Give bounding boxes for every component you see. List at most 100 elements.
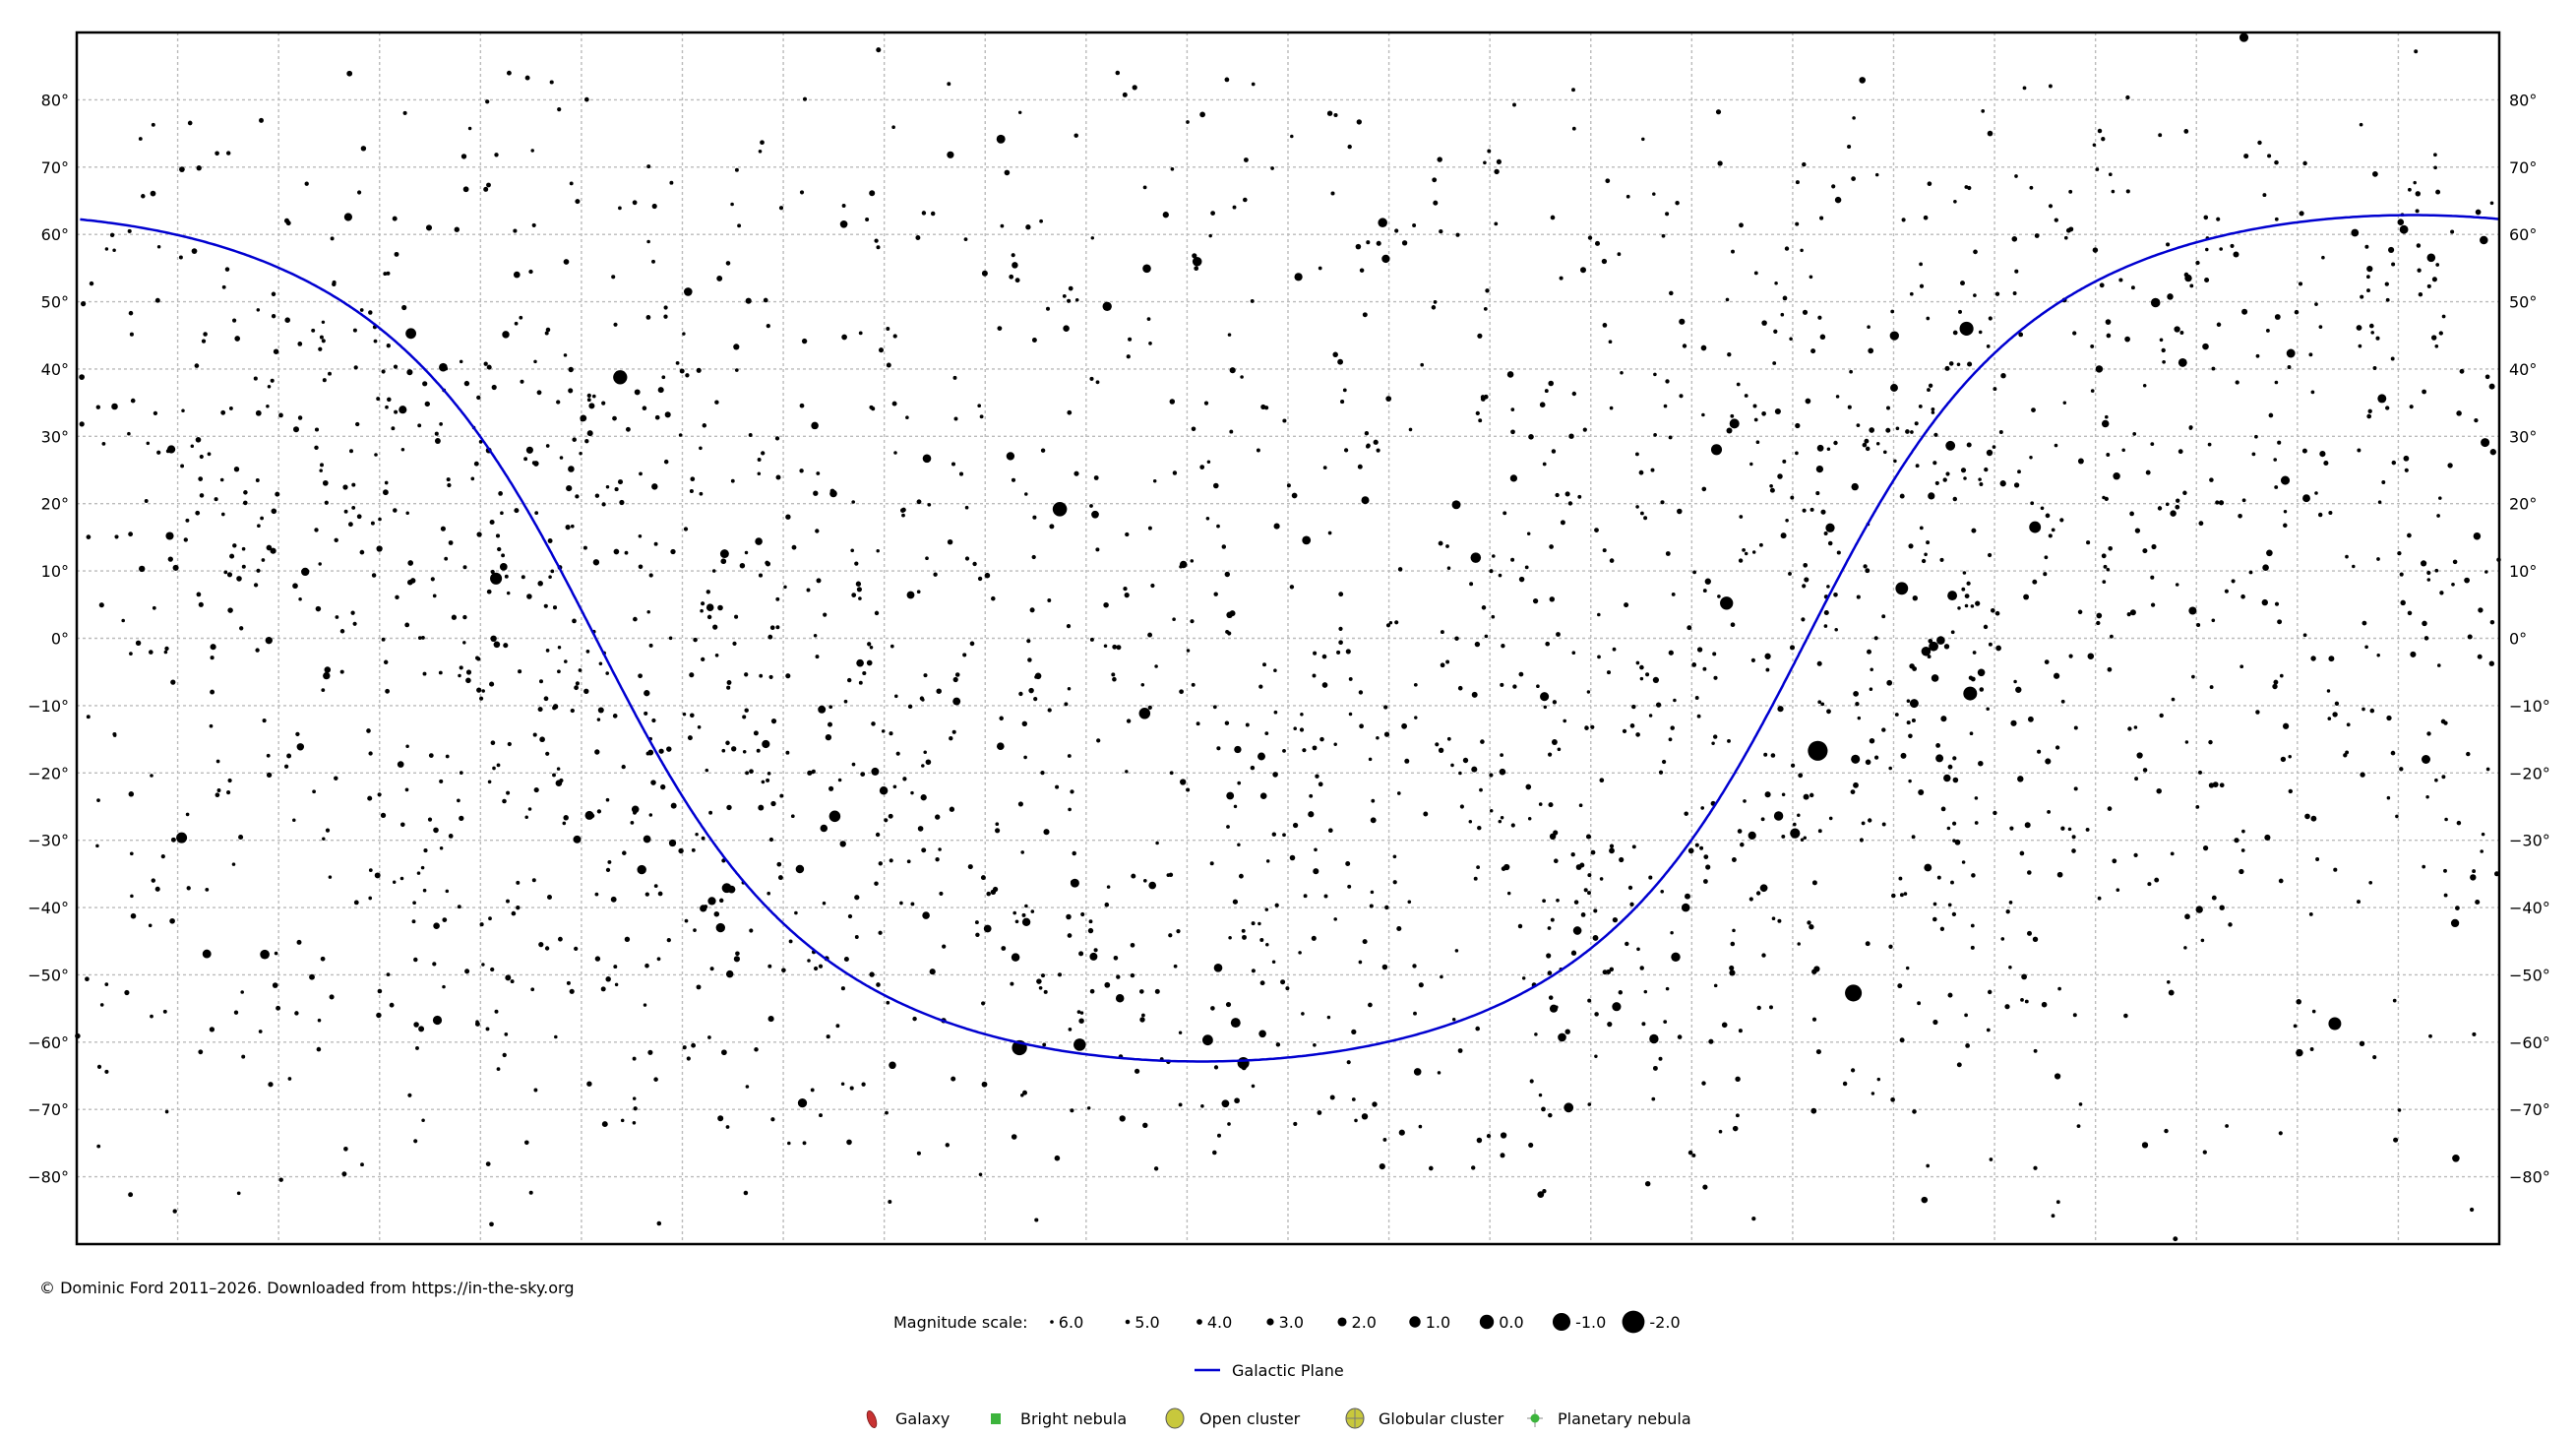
star bbox=[1142, 878, 1147, 883]
star bbox=[374, 872, 381, 879]
star bbox=[352, 621, 357, 626]
star bbox=[1782, 459, 1787, 464]
star bbox=[2076, 1124, 2081, 1129]
star bbox=[524, 75, 530, 81]
star bbox=[2441, 314, 2446, 319]
star bbox=[716, 275, 723, 281]
star bbox=[2388, 246, 2395, 253]
star bbox=[579, 451, 583, 456]
star bbox=[1928, 638, 1933, 644]
star bbox=[266, 753, 271, 758]
star bbox=[1692, 570, 1697, 575]
star bbox=[1095, 380, 1100, 385]
star bbox=[397, 761, 404, 768]
star bbox=[2286, 348, 2296, 358]
star bbox=[2430, 335, 2437, 341]
star bbox=[128, 531, 134, 537]
star bbox=[1660, 889, 1665, 894]
star bbox=[584, 439, 589, 444]
star bbox=[255, 409, 262, 416]
star bbox=[420, 865, 425, 870]
star bbox=[1115, 70, 1121, 76]
star bbox=[1489, 808, 1494, 813]
star bbox=[2011, 236, 2018, 242]
star bbox=[481, 689, 485, 693]
star bbox=[146, 441, 151, 446]
star bbox=[922, 911, 930, 919]
star bbox=[1550, 917, 1555, 922]
star bbox=[770, 800, 776, 807]
star bbox=[1040, 448, 1046, 453]
star bbox=[2045, 513, 2051, 519]
star bbox=[843, 956, 849, 963]
star bbox=[1942, 477, 1947, 482]
star bbox=[1952, 756, 1957, 761]
star bbox=[1870, 667, 1873, 672]
star bbox=[756, 748, 761, 753]
star bbox=[2357, 448, 2361, 453]
star bbox=[444, 366, 449, 371]
star bbox=[2043, 572, 2048, 577]
star bbox=[2040, 506, 2045, 511]
star bbox=[828, 705, 833, 710]
star bbox=[1677, 508, 1683, 515]
star bbox=[568, 366, 574, 373]
star bbox=[1357, 464, 1363, 469]
star bbox=[1687, 625, 1692, 631]
star bbox=[1500, 1132, 1507, 1139]
star bbox=[236, 576, 242, 582]
star bbox=[1537, 1191, 1545, 1198]
magnitude-swatch bbox=[1050, 1320, 1054, 1324]
star bbox=[2051, 528, 2055, 532]
star bbox=[1833, 440, 1838, 446]
star bbox=[1196, 721, 1200, 726]
star bbox=[1238, 873, 1244, 879]
star bbox=[2391, 460, 2397, 466]
star bbox=[1828, 816, 1833, 821]
star bbox=[2073, 725, 2078, 730]
star bbox=[266, 772, 273, 779]
star bbox=[1867, 325, 1871, 329]
star bbox=[1446, 736, 1451, 741]
star bbox=[1643, 989, 1648, 994]
star bbox=[875, 832, 881, 838]
star bbox=[1229, 429, 1234, 434]
star bbox=[783, 585, 787, 590]
star bbox=[1851, 482, 1859, 491]
star bbox=[1859, 77, 1867, 84]
star bbox=[768, 674, 773, 679]
star bbox=[494, 153, 499, 157]
star bbox=[271, 291, 276, 297]
star bbox=[1882, 450, 1887, 455]
star bbox=[409, 578, 416, 584]
star bbox=[869, 405, 874, 409]
star bbox=[1924, 863, 1932, 872]
star bbox=[758, 573, 764, 578]
y-tick-label-right: 20° bbox=[2509, 495, 2537, 514]
star bbox=[1939, 557, 1944, 562]
star bbox=[533, 787, 539, 793]
star bbox=[1232, 899, 1239, 905]
star bbox=[465, 677, 471, 684]
star bbox=[638, 673, 643, 679]
star bbox=[1102, 301, 1112, 311]
star bbox=[644, 690, 650, 697]
y-tick-label-left: 70° bbox=[41, 158, 69, 177]
star bbox=[1910, 430, 1914, 434]
star bbox=[2022, 86, 2027, 91]
star bbox=[1729, 965, 1735, 971]
star bbox=[2239, 32, 2249, 42]
star bbox=[1928, 383, 1933, 388]
star bbox=[89, 281, 94, 286]
star bbox=[856, 658, 864, 667]
star bbox=[1041, 973, 1045, 978]
star bbox=[1622, 728, 1627, 734]
star bbox=[879, 785, 889, 795]
star bbox=[1971, 873, 1976, 878]
star bbox=[2345, 554, 2349, 559]
star bbox=[733, 956, 740, 963]
star bbox=[647, 1049, 653, 1055]
star bbox=[1629, 902, 1634, 907]
star bbox=[504, 1032, 509, 1036]
star bbox=[624, 550, 629, 555]
